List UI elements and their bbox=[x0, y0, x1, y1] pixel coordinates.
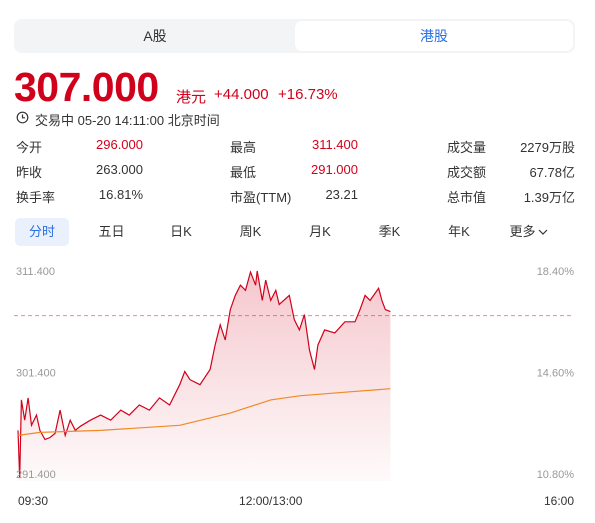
stat-value: 311.400 bbox=[311, 137, 358, 152]
chevron bbox=[538, 229, 547, 235]
stat-label: 最低 bbox=[230, 165, 257, 180]
stat-value: 1.39万亿 bbox=[523, 190, 575, 205]
y-tick-label: 301.400 bbox=[16, 368, 56, 380]
stat-label: 成交额 bbox=[447, 165, 487, 180]
price: 307.000 bbox=[14, 64, 159, 110]
period-tab[interactable]: 年K bbox=[448, 224, 470, 239]
price-area bbox=[18, 271, 391, 481]
stat-value: 67.78亿 bbox=[529, 165, 575, 180]
stat-value: 2279万股 bbox=[520, 140, 575, 155]
y2-tick-label: 14.60% bbox=[537, 368, 575, 380]
y2-tick-label: 10.80% bbox=[537, 469, 575, 481]
stat-label: 最高 bbox=[230, 140, 257, 155]
stat-value: 263.000 bbox=[96, 162, 143, 177]
price-line bbox=[17, 270, 391, 479]
change-percent: +16.73% bbox=[278, 86, 338, 103]
period-tab[interactable]: 更多 bbox=[502, 218, 556, 246]
stat-label: 换手率 bbox=[16, 190, 56, 205]
stat-value: 23.21 bbox=[325, 187, 358, 202]
x-tick-label: 12:00/13:00 bbox=[239, 494, 303, 508]
stat-label: 今开 bbox=[16, 140, 43, 155]
period-tab[interactable]: 周K bbox=[239, 224, 262, 239]
stat-label: 总市值 bbox=[447, 190, 487, 205]
x-tick-label: 09:30 bbox=[18, 494, 48, 508]
market-tab[interactable]: A股 bbox=[143, 28, 167, 44]
stat-value: 296.000 bbox=[96, 137, 143, 152]
y-tick-label: 311.400 bbox=[16, 266, 55, 278]
change: +44.000 bbox=[214, 86, 269, 103]
stat-label: 市盈(TTM) bbox=[230, 190, 292, 205]
market-tabs: A股 港股 bbox=[14, 19, 575, 53]
period-tab[interactable]: 日K bbox=[170, 224, 192, 239]
stat-value: 291.000 bbox=[311, 162, 358, 177]
clock-icon bbox=[16, 111, 29, 124]
currency: 港元 bbox=[176, 89, 207, 106]
trading-status: 交易中 05-20 14:11:00 北京时间 bbox=[35, 113, 220, 128]
y2-tick-label: 18.40% bbox=[537, 266, 575, 278]
stat-label: 成交量 bbox=[447, 140, 487, 155]
period-tab[interactable]: 五日 bbox=[98, 224, 125, 239]
period-tab[interactable]: 分时 bbox=[15, 218, 69, 246]
stat-label: 昨收 bbox=[16, 165, 43, 180]
y-tick-label: 291.400 bbox=[16, 469, 56, 481]
chart: 291.400 301.400 311.400 10.80% 14.60% 18.40% 0… bbox=[14, 266, 575, 508]
stat-value: 16.81% bbox=[98, 187, 143, 202]
period-tab[interactable]: 季K bbox=[378, 224, 401, 239]
x-tick-label: 16:00 bbox=[544, 494, 574, 508]
market-tab[interactable]: 港股 bbox=[295, 21, 573, 51]
average-line bbox=[17, 388, 391, 436]
period-tab[interactable]: 月K bbox=[309, 224, 331, 239]
